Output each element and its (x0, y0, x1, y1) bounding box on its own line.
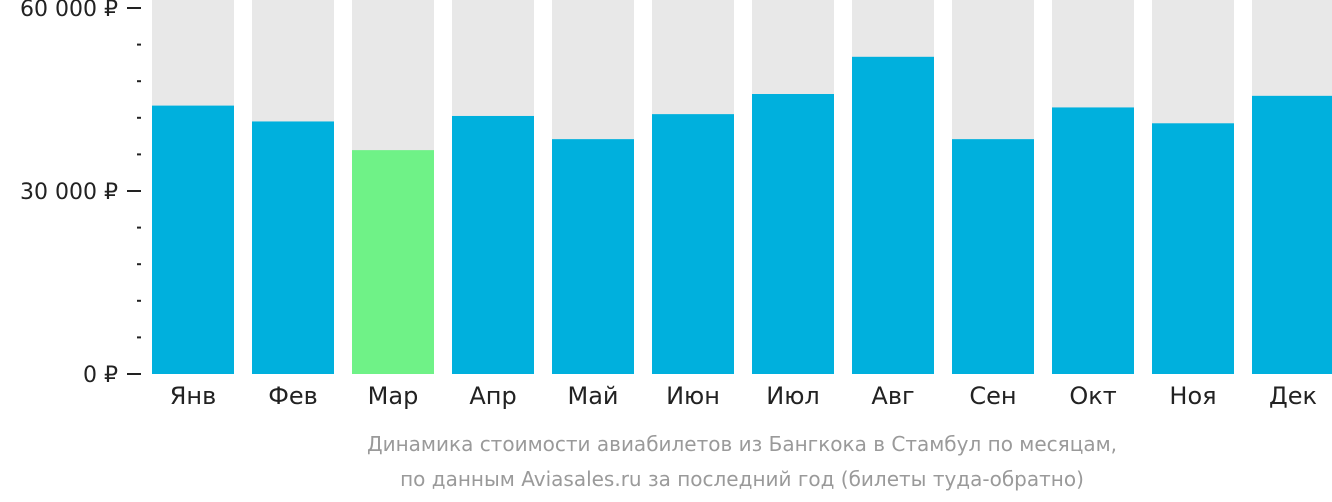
bar (752, 94, 834, 374)
category-label: Май (567, 382, 618, 410)
category-label: Апр (469, 382, 516, 410)
bar (252, 121, 334, 375)
category-label: Дек (1269, 382, 1317, 410)
bar (1052, 107, 1134, 375)
category-label: Фев (268, 382, 318, 410)
y-tick-label: 0 ₽ (83, 363, 118, 388)
category-label: Июл (766, 382, 820, 410)
bar (1252, 95, 1332, 374)
category-label: Окт (1069, 382, 1116, 410)
category-label: Июн (666, 382, 720, 410)
category-label: Янв (170, 382, 217, 410)
chart-caption-line-2: по данным Aviasales.ru за последний год … (400, 467, 1084, 491)
bar (852, 56, 934, 375)
bar (552, 139, 634, 374)
price-bar-chart: Янв Фев Мар Апр Май Июн Июл Авг Сен Окт Ноя Дек 0 ₽ 3… (20, 0, 1332, 410)
bar (152, 105, 234, 374)
chart-caption-line-1: Динамика стоимости авиабилетов из Бангко… (366, 432, 1118, 456)
category-label: Авг (871, 382, 914, 410)
category-label: Ноя (1169, 382, 1216, 410)
bar (1152, 123, 1234, 374)
y-tick-label: 30 000 ₽ (20, 180, 118, 205)
y-tick-label: 60 000 ₽ (20, 0, 118, 22)
bar (952, 139, 1034, 374)
bar-highlighted (352, 150, 434, 374)
category-label: Мар (368, 382, 419, 410)
bar (652, 114, 734, 374)
bar (452, 115, 534, 374)
category-label: Сен (969, 382, 1016, 410)
